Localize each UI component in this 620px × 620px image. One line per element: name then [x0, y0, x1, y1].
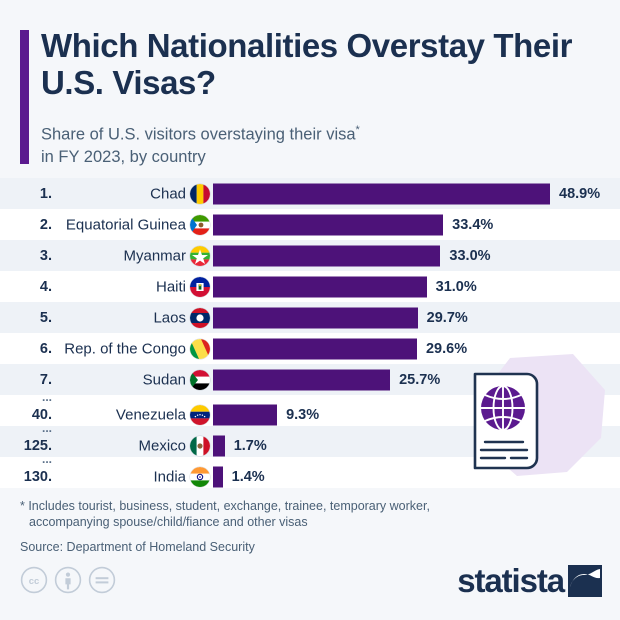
statista-logo-mark — [568, 564, 602, 597]
cc-nd-icon[interactable] — [88, 566, 116, 594]
value-label: 31.0% — [435, 278, 477, 295]
value-label: 1.4% — [231, 468, 265, 485]
bar — [213, 245, 441, 266]
rank-label: 7. — [39, 371, 52, 388]
rank-label: 4. — [39, 278, 52, 295]
flag-equatorial-guinea-icon — [190, 214, 210, 235]
rank-label: 6. — [39, 340, 52, 357]
flag-congo-icon — [190, 338, 210, 359]
value-label: 29.7% — [426, 309, 468, 326]
country-label: Myanmar — [123, 247, 186, 264]
subtitle-line-2: in FY 2023, by country — [41, 147, 206, 166]
footnotes: * Includes tourist, business, student, e… — [20, 498, 540, 555]
country-label: Mexico — [138, 437, 186, 454]
flag-india-icon — [190, 466, 210, 487]
rank-label: 40. — [31, 406, 52, 423]
statista-wordmark: statista — [457, 562, 565, 599]
rank-label: 1. — [39, 185, 52, 202]
country-label: Haiti — [155, 278, 186, 295]
bar — [213, 338, 417, 359]
table-row: 3. Myanmar 33.0% — [0, 240, 620, 271]
flag-chad-icon — [190, 183, 210, 204]
passport-illustration — [455, 352, 620, 484]
header: Which Nationalities Overstay Their U.S. … — [0, 0, 620, 176]
svg-text:cc: cc — [29, 576, 40, 587]
value-label: 33.0% — [449, 247, 491, 264]
source-line: Source: Department of Homeland Security — [20, 540, 255, 554]
table-row: 2. Equatorial Guinea 33.4% — [0, 209, 620, 240]
value-label: 9.3% — [286, 406, 320, 423]
flag-sudan-icon — [190, 369, 210, 390]
footer: cc statista — [0, 558, 620, 620]
subtitle-line-1: Share of U.S. visitors overstaying their… — [41, 125, 356, 144]
table-row: 4. Haiti 31.0% — [0, 271, 620, 302]
footnote-line-1: * Includes tourist, business, student, e… — [20, 499, 430, 513]
footnote-line-2: accompanying spouse/child/fiance and oth… — [29, 515, 308, 529]
bar — [213, 307, 418, 328]
globe-icon — [481, 385, 525, 431]
page-subtitle: Share of U.S. visitors overstaying their… — [41, 119, 581, 168]
value-label: 48.9% — [559, 185, 601, 202]
bar — [213, 214, 444, 235]
flag-laos-icon — [190, 307, 210, 328]
country-label: Chad — [150, 185, 186, 202]
country-label: Venezuela — [115, 406, 186, 423]
page-title: Which Nationalities Overstay Their U.S. … — [41, 27, 573, 101]
table-row: 1. Chad 48.9% — [0, 178, 620, 209]
flag-haiti-icon — [190, 276, 210, 297]
rank-ellipsis: ... — [41, 452, 52, 466]
title-accent-bar — [20, 30, 29, 164]
bar — [213, 369, 391, 390]
bar — [213, 466, 223, 487]
country-label: Equatorial Guinea — [65, 216, 186, 233]
value-label: 25.7% — [399, 371, 441, 388]
value-label: 29.6% — [425, 340, 468, 357]
cc-icon[interactable]: cc — [20, 566, 48, 594]
bar — [213, 404, 278, 425]
footnote-marker: * — [355, 124, 360, 136]
bar — [213, 183, 550, 204]
bar — [213, 435, 225, 456]
bar-chart: 1. Chad 48.9% 2. Equatorial Guinea 33.4% 3. Mya… — [0, 178, 620, 490]
rank-ellipsis: ... — [41, 421, 52, 435]
rank-ellipsis: ... — [41, 390, 52, 404]
cc-by-icon[interactable] — [54, 566, 82, 594]
country-label: India — [153, 468, 186, 485]
passport-text-lines — [479, 440, 529, 460]
rank-label: 125. — [23, 437, 52, 454]
value-label: 33.4% — [452, 216, 494, 233]
country-label: Laos — [153, 309, 186, 326]
rank-label: 130. — [23, 468, 52, 485]
country-label: Rep. of the Congo — [64, 340, 186, 357]
rank-label: 5. — [39, 309, 52, 326]
bar — [213, 276, 427, 297]
country-label: Sudan — [142, 371, 186, 388]
rank-label: 3. — [39, 247, 52, 264]
value-label: 1.7% — [233, 437, 267, 454]
table-row: 5. Laos 29.7% — [0, 302, 620, 333]
rank-label: 2. — [39, 216, 52, 233]
creative-commons-icons: cc — [20, 566, 116, 594]
statista-logo: statista — [457, 564, 602, 597]
flag-myanmar-icon — [190, 245, 210, 266]
flag-venezuela-icon — [190, 404, 210, 425]
flag-mexico-icon — [190, 435, 210, 456]
